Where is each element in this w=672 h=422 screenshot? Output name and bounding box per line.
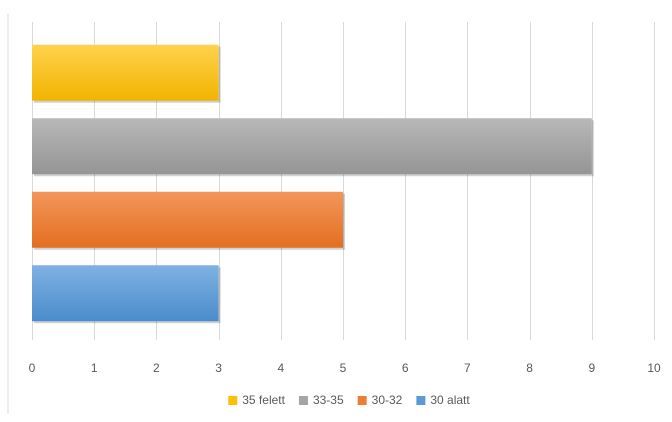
legend-swatch-30-32 (357, 396, 367, 405)
x-tick-label-9: 9 (588, 361, 595, 375)
x-tick-label-7: 7 (464, 361, 471, 375)
x-tick-label-1: 1 (91, 361, 98, 375)
x-tick-label-3: 3 (215, 361, 222, 375)
x-axis-ticks: 0 1 2 3 4 5 6 7 8 9 10 (29, 361, 661, 375)
bar-35-felett[interactable] (32, 44, 219, 101)
legend-label-33-35: 33-35 (313, 393, 344, 407)
x-tick-label-10: 10 (647, 361, 661, 375)
legend-label-30-32: 30-32 (372, 393, 403, 407)
x-tick-label-6: 6 (402, 361, 409, 375)
bars (32, 44, 594, 324)
x-tick-label-2: 2 (153, 361, 160, 375)
bar-30-32[interactable] (32, 191, 343, 248)
x-tick-label-8: 8 (526, 361, 533, 375)
legend-swatch-30-alatt (416, 396, 426, 405)
legend-label-35-felett: 35 felett (242, 393, 285, 407)
legend-swatch-33-35 (298, 396, 308, 405)
legend-label-30-alatt: 30 alatt (430, 393, 470, 407)
legend: 35 felett 33-35 30-32 30 alatt (228, 393, 470, 407)
legend-swatch-35-felett (228, 396, 238, 405)
x-tick-label-4: 4 (277, 361, 284, 375)
x-tick-label-5: 5 (340, 361, 347, 375)
x-tick-label-0: 0 (29, 361, 36, 375)
bar-30-alatt[interactable] (32, 265, 219, 322)
bar-33-35[interactable] (32, 118, 592, 175)
